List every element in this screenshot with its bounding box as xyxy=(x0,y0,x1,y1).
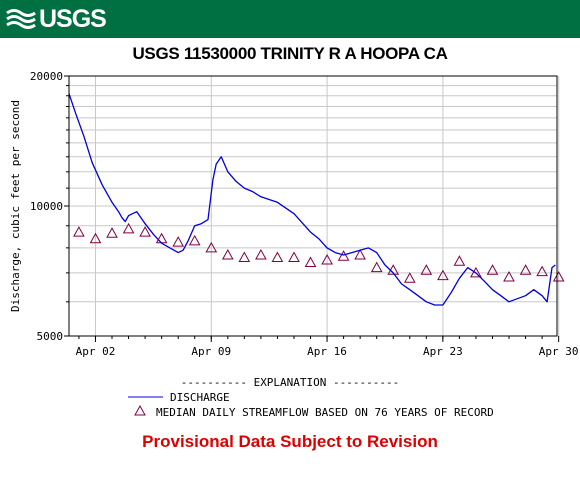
median-triangle xyxy=(354,248,366,260)
x-axis-ticks: Apr 02 Apr 09 Apr 16 Apr 23 Apr 30 xyxy=(76,336,579,358)
legend-median-label: MEDIAN DAILY STREAMFLOW BASED ON 76 YEAR… xyxy=(156,406,494,419)
median-triangle xyxy=(106,227,118,238)
median-triangle xyxy=(453,255,466,266)
median-triangle xyxy=(73,226,85,237)
discharge-line xyxy=(68,93,556,306)
legend: ---------- EXPLANATION ---------- DISCHA… xyxy=(128,376,494,419)
provisional-notice: Provisional Data Subject to Revision xyxy=(142,432,438,451)
usgs-logo[interactable]: USGS xyxy=(6,5,107,33)
x-tick-label: Apr 02 xyxy=(76,345,116,358)
median-triangle xyxy=(470,266,482,278)
chart-title: USGS 11530000 TRINITY R A HOOPA CA xyxy=(132,44,448,63)
median-triangle xyxy=(188,234,201,246)
usgs-logo-text: USGS xyxy=(39,5,107,33)
y-tick-label: 20000 xyxy=(30,70,63,83)
median-triangle xyxy=(139,226,151,237)
y-axis-label: Discharge, cubic feet per second xyxy=(9,100,22,312)
median-triangle xyxy=(403,272,416,283)
x-tick-label: Apr 23 xyxy=(423,345,463,358)
y-axis-ticks: 5000 10000 20000 xyxy=(30,70,69,343)
y-tick-label: 10000 xyxy=(30,200,63,213)
y-tick-label: 5000 xyxy=(37,330,64,343)
median-triangle xyxy=(255,248,267,260)
median-triangle xyxy=(503,270,515,282)
median-triangle xyxy=(238,251,251,262)
median-triangle xyxy=(370,261,383,273)
median-triangle xyxy=(552,270,565,282)
median-triangle xyxy=(486,264,499,275)
legend-discharge-label: DISCHARGE xyxy=(170,391,230,404)
median-triangle xyxy=(321,253,333,265)
median-triangle xyxy=(519,264,532,275)
median-triangle xyxy=(437,269,449,281)
usgs-banner: USGS xyxy=(0,0,580,38)
median-triangle xyxy=(172,236,185,247)
legend-median-swatch xyxy=(134,404,146,416)
median-triangles xyxy=(73,222,565,283)
median-triangle xyxy=(205,241,218,253)
usgs-wave-icon xyxy=(6,9,36,29)
chart-grid xyxy=(69,76,560,336)
legend-header: ---------- EXPLANATION ---------- xyxy=(181,376,400,389)
x-tick-label: Apr 16 xyxy=(307,345,347,358)
median-triangle xyxy=(536,265,548,277)
discharge-series xyxy=(68,93,556,306)
median-triangle xyxy=(288,251,300,262)
x-tick-label: Apr 30 xyxy=(539,345,579,358)
median-triangle xyxy=(271,251,284,262)
median-triangle xyxy=(122,222,135,234)
median-triangle xyxy=(89,232,102,244)
median-triangle xyxy=(304,256,317,267)
x-tick-label: Apr 09 xyxy=(191,345,231,358)
median-triangle xyxy=(221,248,234,260)
median-triangle xyxy=(155,232,168,244)
median-triangle xyxy=(420,264,433,275)
median-triangle xyxy=(337,250,350,261)
